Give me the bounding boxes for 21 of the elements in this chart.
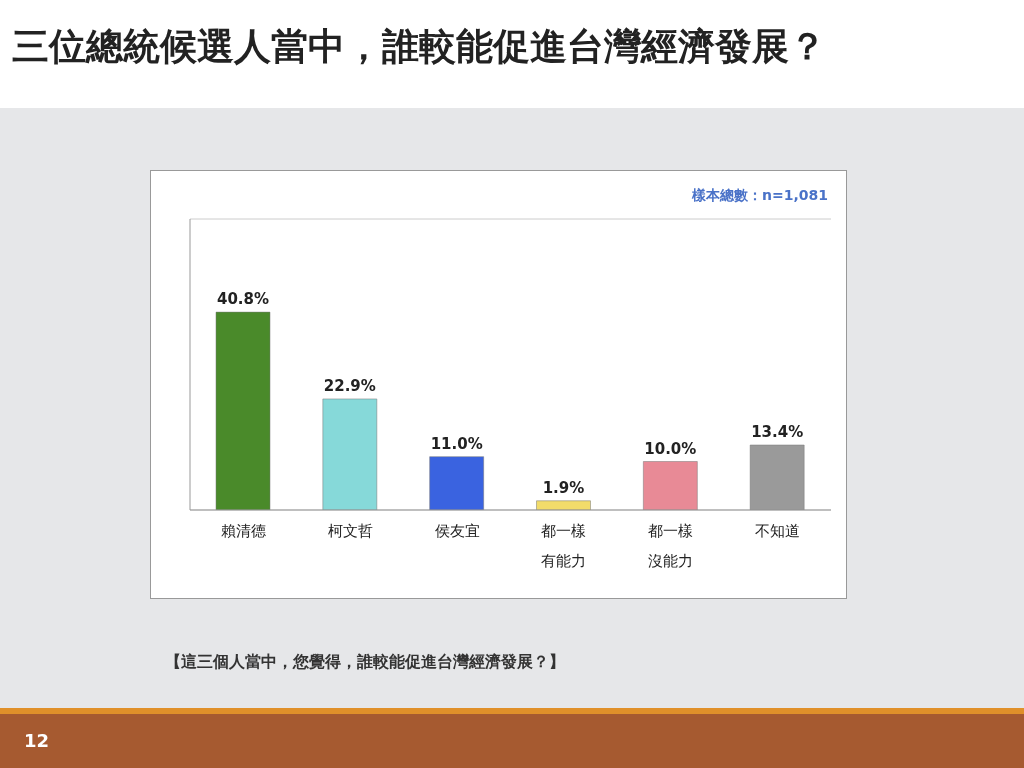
text: 12 [24, 730, 50, 751]
data-label: 40.8% [216, 290, 270, 309]
x-tick-label: 柯文哲 [327, 522, 373, 540]
text: 樣本總數：n=1,081 [692, 187, 828, 205]
bar [215, 311, 271, 510]
x-tick-label: 都一樣有能力 [541, 522, 587, 570]
x-tick-label: 都一樣沒能力 [648, 522, 694, 570]
text: 【這三個人當中，您覺得，誰較能促進台灣經濟發展？】 [165, 652, 565, 673]
bar [322, 398, 378, 510]
x-tick-label: 賴清德 [220, 522, 266, 540]
data-label: 1.9% [542, 478, 585, 497]
x-tick-label: 侯友宜 [434, 522, 480, 540]
bar [643, 461, 698, 510]
chart-title: 三位總統候選人當中，誰較能促進台灣經濟發展？ [12, 24, 826, 70]
bar [536, 500, 591, 510]
data-label: 13.4% [751, 423, 804, 442]
x-tick-label: 不知道 [755, 522, 801, 540]
data-label: 22.9% [323, 376, 376, 395]
data-label: 10.0% [644, 439, 697, 458]
data-label: 11.0% [430, 434, 483, 453]
bar [429, 456, 484, 510]
